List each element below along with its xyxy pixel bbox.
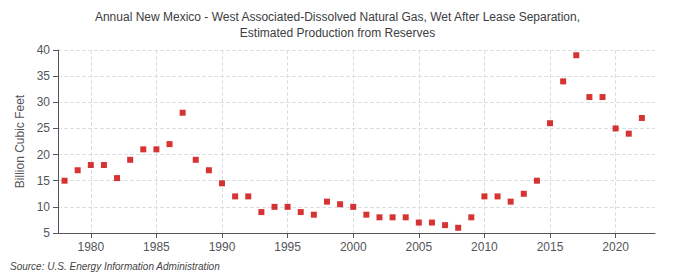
svg-text:1985: 1985 bbox=[143, 240, 170, 254]
svg-text:35: 35 bbox=[37, 69, 51, 83]
svg-text:Billion Cubic Feet: Billion Cubic Feet bbox=[13, 94, 27, 188]
svg-text:2005: 2005 bbox=[405, 240, 432, 254]
svg-text:Annual New Mexico - West Assoc: Annual New Mexico - West Associated-Diss… bbox=[95, 10, 580, 24]
svg-text:2010: 2010 bbox=[471, 240, 498, 254]
svg-text:1995: 1995 bbox=[274, 240, 301, 254]
svg-text:1990: 1990 bbox=[209, 240, 236, 254]
svg-text:20: 20 bbox=[37, 148, 51, 162]
svg-text:2020: 2020 bbox=[602, 240, 629, 254]
svg-text:2015: 2015 bbox=[537, 240, 564, 254]
svg-text:1980: 1980 bbox=[77, 240, 104, 254]
svg-text:Estimated Production from Rese: Estimated Production from Reserves bbox=[240, 26, 435, 40]
svg-text:2000: 2000 bbox=[340, 240, 367, 254]
svg-text:25: 25 bbox=[37, 121, 51, 135]
svg-text:Source: U.S. Energy Informatio: Source: U.S. Energy Information Administ… bbox=[10, 261, 220, 272]
svg-text:15: 15 bbox=[37, 174, 51, 188]
svg-text:30: 30 bbox=[37, 95, 51, 109]
svg-text:10: 10 bbox=[37, 200, 51, 214]
svg-text:5: 5 bbox=[43, 226, 50, 240]
svg-text:40: 40 bbox=[37, 43, 51, 57]
